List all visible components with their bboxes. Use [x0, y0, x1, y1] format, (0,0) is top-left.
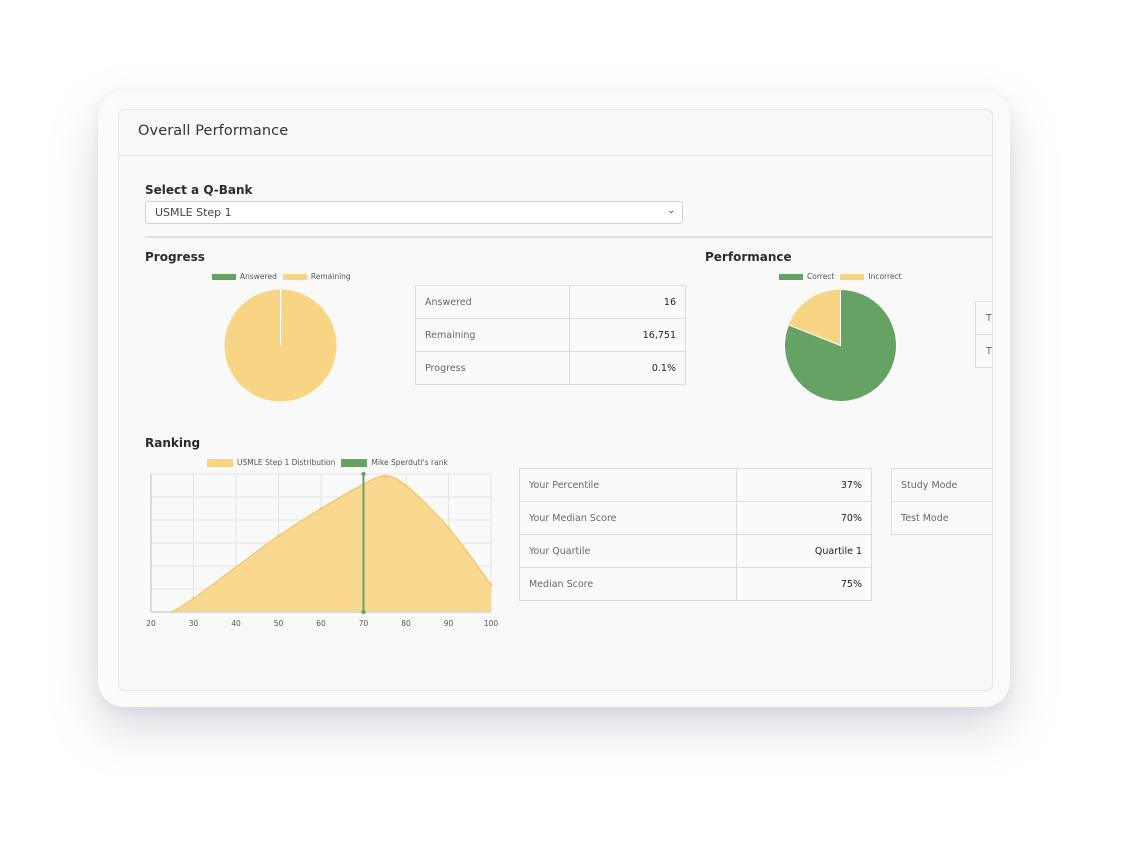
- qbank-label: Select a Q-Bank: [145, 183, 253, 197]
- legend-label: Remaining: [310, 272, 351, 281]
- legend-label: Correct: [807, 272, 835, 281]
- legend-swatch: [341, 458, 368, 467]
- page-title: Overall Performance: [138, 123, 289, 139]
- stat-value: 75%: [736, 567, 872, 601]
- overall-performance-panel: Overall Performance Select a Q-Bank USML…: [118, 109, 993, 691]
- ranking-distribution-chart: 20 30 40 50 60 70 80 90 100: [146, 471, 499, 628]
- legend-swatch: [840, 273, 865, 280]
- ranking-legend: USMLE Step 1 Distribution Mike Sperduti'…: [207, 458, 454, 467]
- distribution-point: [446, 526, 451, 530]
- performance-title: Performance: [705, 250, 792, 264]
- legend-swatch: [779, 273, 803, 280]
- legend-label: USMLE Step 1 Distribution: [237, 458, 336, 467]
- x-tick-label: 40: [231, 619, 241, 628]
- progress-title: Progress: [145, 250, 205, 264]
- performance-stats-table-cutoff: T T: [975, 301, 992, 368]
- stat-label: Your Percentile: [518, 468, 738, 502]
- section-divider: [145, 236, 992, 238]
- stat-value: 16: [569, 285, 686, 319]
- stat-value: 16,751: [569, 318, 686, 352]
- table-row: Median Score 75%: [518, 567, 872, 601]
- x-tick-label: 30: [189, 619, 199, 628]
- progress-legend: Answered Remaining: [212, 272, 357, 281]
- x-tick-label: 50: [274, 619, 284, 628]
- study-mode-label: Study Mode: [891, 468, 992, 502]
- stat-label: Progress: [414, 351, 571, 385]
- stat-label: Your Median Score: [518, 501, 738, 535]
- progress-stats-table: Answered 16 Remaining 16,751 Progress 0.1%: [414, 285, 686, 385]
- table-row: Your Percentile 37%: [518, 468, 872, 502]
- table-row[interactable]: Test Mode: [891, 501, 992, 535]
- stat-label: Remaining: [414, 318, 571, 352]
- stat-label: T: [975, 301, 992, 335]
- test-mode-label: Test Mode: [891, 501, 992, 535]
- panel-header: Overall Performance: [119, 110, 992, 156]
- legend-swatch: [207, 458, 233, 467]
- qbank-select[interactable]: USMLE Step 1 ⌄: [145, 201, 683, 224]
- distribution-point: [234, 565, 238, 569]
- table-row: Remaining 16,751: [414, 318, 686, 352]
- distribution-point: [489, 583, 493, 587]
- legend-item-answered: Answered: [212, 272, 277, 281]
- x-tick-label: 20: [146, 619, 156, 628]
- distribution-point: [319, 507, 323, 511]
- legend-swatch: [212, 273, 236, 280]
- x-tick-label: 100: [484, 619, 499, 628]
- distribution-line: [171, 475, 492, 613]
- legend-swatch: [282, 273, 307, 280]
- stat-value: Quartile 1: [736, 534, 872, 568]
- stat-label: Your Quartile: [518, 534, 738, 568]
- x-tick-label: 90: [444, 619, 454, 628]
- distribution-point: [404, 483, 408, 488]
- table-row: Progress 0.1%: [414, 351, 686, 385]
- table-row: Your Median Score 70%: [518, 501, 872, 535]
- stat-label: Median Score: [518, 567, 738, 601]
- x-tick-label: 80: [401, 619, 411, 628]
- legend-item-rank: Mike Sperduti's rank: [341, 458, 448, 467]
- table-row: T: [975, 334, 992, 368]
- table-row: T: [975, 301, 992, 335]
- performance-legend: Correct Incorrect: [779, 272, 908, 281]
- stat-value: 37%: [736, 468, 872, 502]
- ranking-stats-table: Your Percentile 37% Your Median Score 70% …: [518, 468, 872, 601]
- rank-point-top: [361, 471, 366, 477]
- pie-slice-correct: [784, 288, 897, 402]
- stat-value: 70%: [736, 501, 872, 535]
- stat-label: T: [975, 334, 992, 368]
- table-row: Answered 16: [414, 285, 686, 319]
- legend-label: Answered: [240, 272, 277, 281]
- progress-pie-chart: [224, 288, 337, 402]
- distribution-point: [170, 610, 174, 614]
- x-tick-label: 60: [316, 619, 326, 628]
- stat-value: 0.1%: [569, 351, 686, 385]
- legend-label: Mike Sperduti's rank: [371, 458, 448, 467]
- distribution-point: [276, 534, 281, 538]
- legend-item-incorrect: Incorrect: [840, 272, 902, 281]
- table-row[interactable]: Study Mode: [891, 468, 992, 502]
- legend-item-distribution: USMLE Step 1 Distribution: [207, 458, 335, 467]
- qbank-selected-value: USMLE Step 1: [155, 206, 232, 219]
- chevron-down-icon: ⌄: [667, 206, 675, 216]
- table-row: Your Quartile Quartile 1: [518, 534, 872, 568]
- rank-point-bottom: [361, 609, 366, 615]
- performance-pie-chart: [784, 288, 897, 402]
- distribution-point: [383, 474, 387, 478]
- distribution-point: [191, 596, 196, 600]
- legend-item-remaining: Remaining: [282, 272, 351, 281]
- stat-label: Answered: [414, 285, 571, 319]
- ranking-title: Ranking: [145, 436, 201, 450]
- legend-label: Incorrect: [868, 272, 902, 281]
- mode-table: Study Mode Test Mode: [891, 468, 992, 535]
- legend-item-correct: Correct: [779, 272, 834, 281]
- x-tick-label: 70: [359, 619, 369, 628]
- distribution-area: [172, 475, 491, 612]
